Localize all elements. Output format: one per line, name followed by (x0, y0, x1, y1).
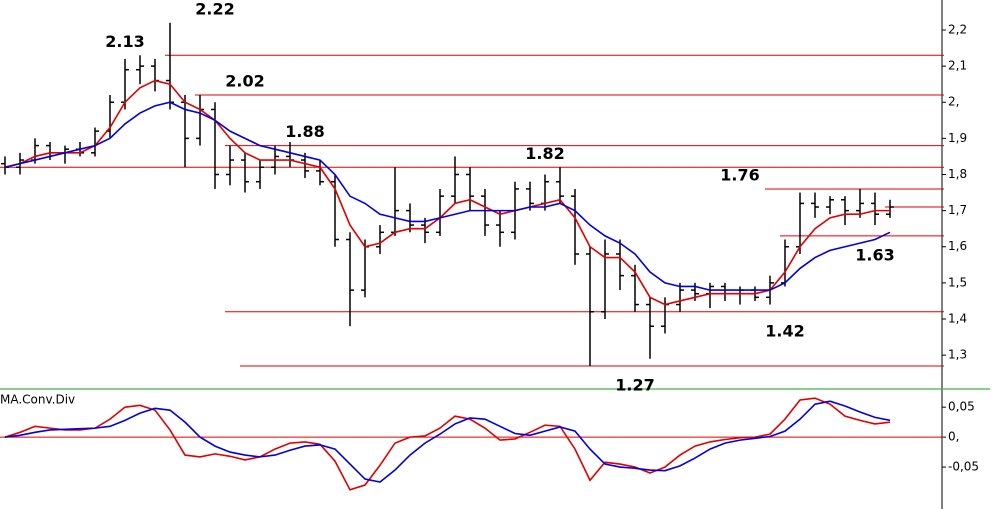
level-label: 1.82 (525, 144, 564, 163)
y-tick-label: 1,7 (948, 203, 967, 217)
y-tick-label: 1,3 (948, 348, 967, 362)
level-label: 2.02 (225, 72, 264, 91)
pane-title: MA.Conv.Div (0, 393, 75, 407)
level-label: 1.27 (615, 375, 654, 394)
series-line (4, 397, 891, 491)
y-tick-label: 2,2 (948, 22, 967, 36)
level-label: 1.76 (720, 165, 759, 184)
y-tick-label: 1,8 (948, 167, 967, 181)
y-tick-label: 2,1 (948, 59, 967, 73)
y-tick-label: 1,4 (948, 311, 967, 325)
y-tick-label: 0, (948, 430, 959, 444)
level-label: 2.13 (105, 32, 144, 51)
level-label: 1.88 (285, 122, 324, 141)
series-line (4, 101, 891, 291)
series-line (4, 400, 891, 483)
y-tick-label: 1,9 (948, 131, 967, 145)
y-tick-label: 1,5 (948, 275, 967, 289)
y-tick-label: 1,6 (948, 239, 967, 253)
series-line (4, 79, 890, 306)
level-label: 2.22 (195, 0, 234, 18)
y-tick-label: 2, (948, 95, 959, 109)
level-label: 1.42 (765, 321, 804, 340)
y-tick-label: -0,05 (948, 460, 979, 474)
y-tick-label: 0,05 (948, 400, 975, 414)
level-label: 1.63 (855, 245, 894, 264)
